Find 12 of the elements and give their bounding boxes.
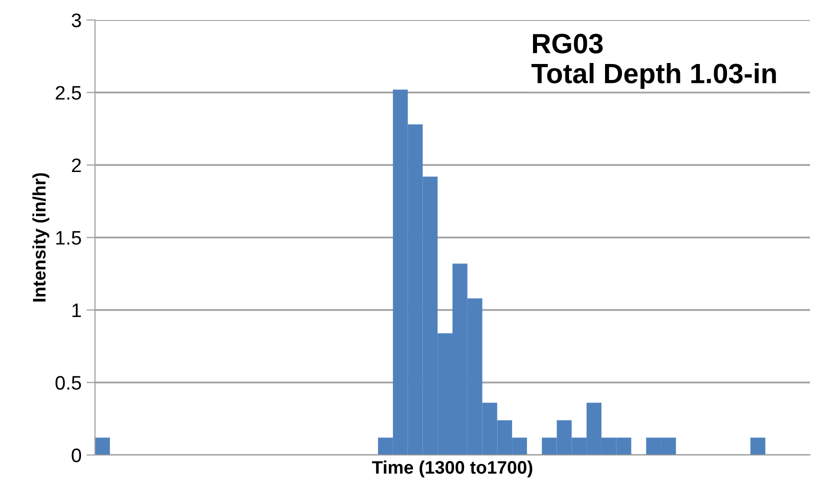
bar [750, 438, 766, 455]
bar [95, 438, 110, 455]
y-tick-label: 1 [72, 304, 81, 318]
y-tick-label: 2 [72, 158, 81, 172]
y-axis-title: Intensity (in/hr) [32, 173, 50, 302]
y-tick-label: 2.5 [56, 86, 81, 100]
annotation: RG03 Total Depth 1.03-in [531, 34, 776, 89]
y-tick-label: 3 [72, 13, 81, 28]
y-tick-label: 0.5 [56, 376, 81, 390]
y-tick-label: 1.5 [56, 231, 81, 245]
y-tick-label: 0 [72, 448, 82, 462]
x-axis-title: Time (1300 to1700) [372, 460, 532, 478]
